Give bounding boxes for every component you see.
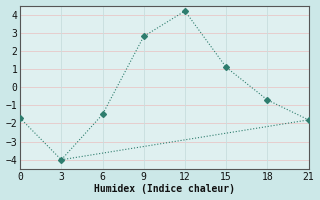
X-axis label: Humidex (Indice chaleur): Humidex (Indice chaleur) <box>94 184 235 194</box>
